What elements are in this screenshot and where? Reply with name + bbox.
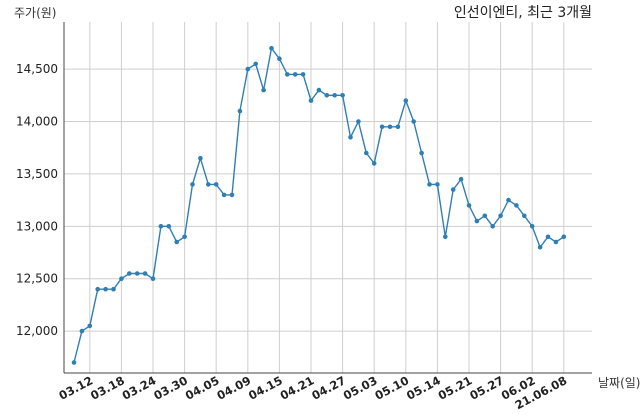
data-point — [245, 66, 251, 72]
data-point — [514, 203, 519, 208]
price-series-points — [71, 45, 567, 365]
data-point — [364, 150, 369, 156]
data-point — [498, 213, 503, 219]
data-point — [561, 234, 567, 240]
data-point — [261, 87, 266, 93]
data-point — [285, 72, 290, 77]
data-point — [466, 203, 472, 208]
data-point — [340, 93, 345, 98]
chart-title: 인선이엔티, 최근 3개월 — [454, 5, 592, 21]
data-point — [427, 182, 432, 187]
x-tick-label: 04.27 — [309, 373, 348, 402]
y-gridlines — [64, 68, 592, 332]
data-point — [174, 239, 179, 245]
data-point — [545, 234, 551, 240]
data-point — [332, 93, 338, 98]
data-point — [387, 124, 393, 130]
data-point — [292, 72, 298, 77]
data-point — [190, 182, 195, 187]
data-point — [158, 224, 164, 229]
x-tick-label: 05.14 — [404, 373, 443, 402]
data-point — [253, 61, 258, 67]
data-point — [213, 182, 219, 187]
data-point — [79, 328, 85, 334]
data-point — [277, 56, 282, 61]
data-point — [443, 234, 448, 240]
x-tick-label: 04.21 — [278, 373, 317, 402]
data-point — [134, 271, 140, 276]
data-point — [316, 87, 322, 93]
data-point — [71, 360, 77, 365]
x-tick-labels: 03.1203.1803.2403.3004.0504.0904.1504.21… — [57, 373, 570, 412]
data-point — [553, 239, 559, 245]
x-tick-label: 04.09 — [215, 373, 254, 402]
data-point — [182, 234, 187, 240]
data-point — [458, 176, 464, 182]
data-point — [522, 213, 527, 219]
data-point — [537, 245, 543, 250]
data-point — [150, 276, 156, 282]
data-point — [142, 271, 148, 276]
data-point — [111, 286, 116, 292]
data-point — [371, 161, 377, 166]
y-tick-label: 12,000 — [16, 324, 58, 338]
x-tick-label: 05.27 — [467, 373, 506, 402]
x-tick-label: 04.05 — [183, 373, 222, 402]
y-tick-labels: 12,000 12,500 13,000 13,500 14,000 14,500 — [16, 62, 58, 338]
x-axis-label: 날짜(일) — [598, 376, 640, 390]
data-point — [308, 98, 314, 103]
y-tick-label: 14,000 — [16, 115, 58, 129]
y-tick-label: 13,500 — [16, 167, 58, 181]
y-tick-label: 13,000 — [16, 219, 58, 233]
data-point — [379, 124, 385, 130]
data-point — [490, 224, 496, 229]
data-point — [300, 72, 306, 77]
data-point — [403, 98, 409, 103]
data-point — [395, 124, 401, 130]
x-tick-label: 03.24 — [120, 373, 159, 402]
data-point — [474, 218, 480, 224]
x-tick-label: 05.10 — [373, 373, 412, 402]
price-series-line — [73, 46, 565, 363]
data-point — [127, 271, 132, 276]
data-point — [269, 45, 274, 51]
data-point — [529, 224, 535, 229]
data-point — [166, 224, 172, 229]
x-gridlines — [89, 22, 565, 373]
data-point — [506, 197, 511, 203]
data-point — [198, 155, 203, 161]
data-point — [206, 182, 211, 187]
x-tick-label: 03.18 — [88, 373, 127, 402]
x-tick-label: 03.30 — [151, 373, 190, 402]
data-point — [435, 182, 440, 187]
x-tick-label: 04.15 — [246, 373, 285, 402]
data-point — [119, 276, 124, 282]
data-point — [221, 192, 227, 198]
data-point — [95, 286, 100, 292]
data-point — [482, 213, 488, 219]
data-point — [411, 119, 417, 124]
y-tick-label: 14,500 — [16, 62, 58, 76]
x-tick-label: 03.12 — [57, 373, 96, 402]
x-tick-label: 05.03 — [341, 373, 380, 402]
data-point — [237, 108, 243, 114]
data-point — [356, 119, 361, 124]
data-point — [348, 135, 353, 140]
data-point — [324, 93, 330, 98]
y-axis-label: 주가(원) — [14, 6, 56, 20]
data-point — [87, 323, 93, 329]
data-point — [419, 150, 424, 156]
data-point — [229, 192, 235, 198]
data-point — [103, 286, 108, 292]
y-tick-label: 12,500 — [16, 272, 58, 286]
x-tick-label: 05.21 — [436, 373, 475, 402]
data-point — [450, 187, 456, 192]
